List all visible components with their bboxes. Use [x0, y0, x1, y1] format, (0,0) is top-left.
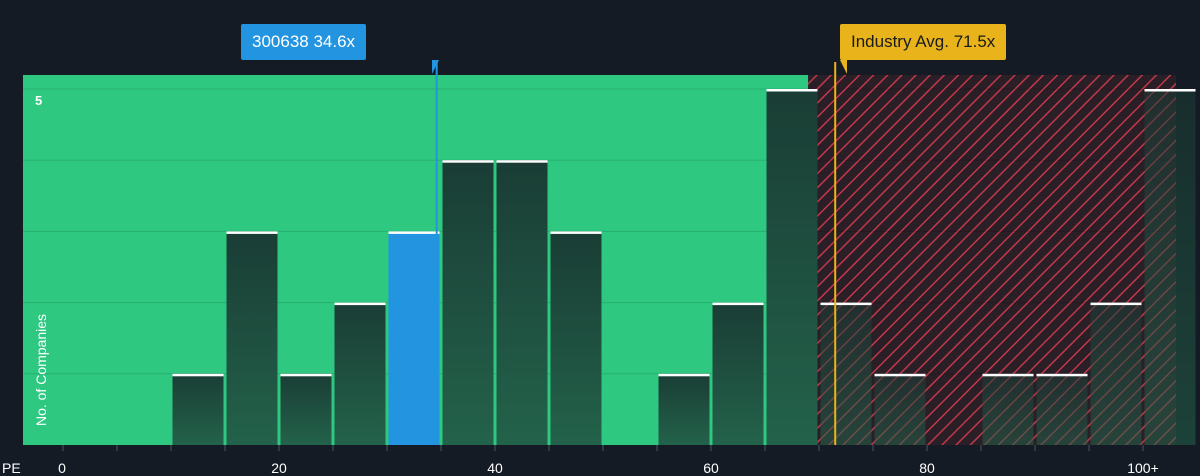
x-tick-label: 60	[703, 460, 719, 476]
x-axis-label: PE	[2, 460, 21, 476]
company-callout-pointer	[432, 60, 439, 74]
histogram-bar	[442, 160, 494, 445]
company-pe-callout: 300638 34.6x	[241, 24, 367, 60]
bar-cap	[820, 302, 872, 306]
histogram-bar	[334, 302, 386, 445]
histogram-bar	[172, 373, 224, 445]
bar-cap	[1144, 89, 1196, 92]
x-tick-label: 80	[919, 460, 935, 476]
histogram-bar	[1036, 373, 1088, 445]
bar-cap	[982, 373, 1034, 377]
histogram-bar	[712, 302, 764, 445]
bar-cap	[442, 160, 494, 163]
y-tick-label: 5	[35, 93, 43, 108]
histogram-bar	[874, 373, 926, 445]
bar-cap	[280, 373, 332, 377]
bar-cap	[172, 373, 224, 377]
histogram-bar	[388, 231, 440, 445]
bar-cap	[550, 231, 602, 234]
histogram-bar	[496, 160, 548, 445]
histogram-bar	[1144, 89, 1196, 445]
bar-cap	[766, 89, 818, 92]
industry-average-callout: Industry Avg. 71.5x	[840, 24, 1007, 60]
histogram-bar	[280, 373, 332, 445]
bar-cap	[658, 373, 710, 377]
x-axis-ticks	[62, 445, 1144, 451]
industry-callout-pointer	[840, 60, 847, 74]
bar-cap	[1090, 302, 1142, 306]
histogram-bar	[982, 373, 1034, 445]
bar-cap	[388, 231, 440, 234]
x-tick-label: 100+	[1127, 460, 1159, 476]
histogram-bars	[172, 89, 1196, 445]
x-tick-label: 20	[271, 460, 287, 476]
bar-cap	[226, 231, 278, 234]
bar-cap	[874, 373, 926, 377]
histogram-bar	[766, 89, 818, 445]
bar-cap	[334, 302, 386, 306]
x-tick-label: 0	[58, 460, 66, 476]
x-tick-label: 40	[487, 460, 503, 476]
histogram-bar	[1090, 302, 1142, 445]
bar-cap	[712, 302, 764, 306]
bar-cap	[496, 160, 548, 163]
bar-cap	[1036, 373, 1088, 377]
histogram-bar	[820, 302, 872, 445]
histogram-bar	[658, 373, 710, 445]
histogram-bar	[550, 231, 602, 445]
histogram-bar	[226, 231, 278, 445]
pe-markers	[435, 62, 837, 445]
